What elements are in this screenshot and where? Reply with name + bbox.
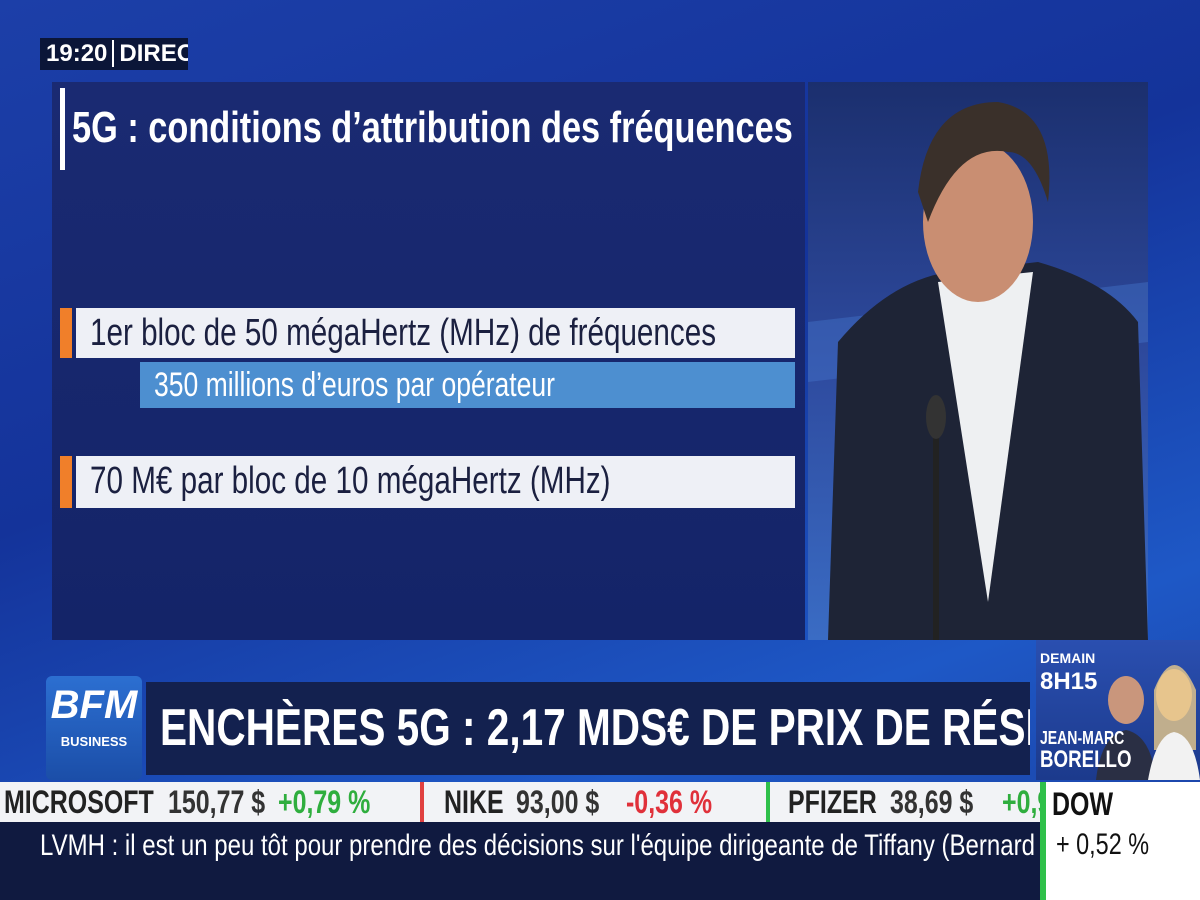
slide-title: 5G : conditions d’attribution des fréque… xyxy=(72,100,996,156)
index-name-text: DOW xyxy=(1052,786,1113,822)
item-box: 70 M€ par bloc de 10 mégaHertz (MHz) xyxy=(76,456,795,508)
headline: ENCHÈRES 5G : 2,17 MDS€ DE PRIX DE RÉSER… xyxy=(146,682,1030,775)
promo-hosts xyxy=(1096,665,1200,780)
title-accent xyxy=(60,88,65,170)
headline-text: ENCHÈRES 5G : 2,17 MDS€ DE PRIX DE RÉSER… xyxy=(160,699,1030,757)
speaker-video xyxy=(808,82,1148,640)
clock: 19:20 DIRECT xyxy=(40,38,188,70)
promo-tile: DEMAIN 8H15 JEAN-MARC BORELLO xyxy=(1036,640,1200,780)
item-text: 350 millions d’euros par opérateur xyxy=(154,366,555,404)
bullet-marker xyxy=(60,308,72,358)
separator xyxy=(766,782,770,822)
stock-price: 93,00 $ xyxy=(516,784,600,820)
stock-price: 38,69 $ xyxy=(890,784,974,820)
stock-price: 150,77 $ xyxy=(168,784,266,820)
news-text: LVMH : il est un peu tôt pour prendre de… xyxy=(40,829,1040,862)
index-box: DOW + 0,52 % xyxy=(1040,782,1200,900)
stock-name: NIKE xyxy=(444,784,504,820)
sub-item-box: 350 millions d’euros par opérateur xyxy=(140,362,795,408)
separator xyxy=(420,782,424,822)
stock-change: +0,9 xyxy=(1002,784,1040,820)
channel-logo: BFM BUSINESS xyxy=(46,676,142,780)
promo-last-name: BORELLO xyxy=(1040,746,1157,774)
time: 19:20 xyxy=(46,40,108,67)
stock-change: -0,36 % xyxy=(626,784,713,820)
item-box: 1er bloc de 50 mégaHertz (MHz) de fréque… xyxy=(76,308,795,358)
index-change-text: + 0,52 % xyxy=(1056,828,1150,861)
item-text: 70 M€ par bloc de 10 mégaHertz (MHz) xyxy=(90,460,611,502)
stock-change: +0,79 % xyxy=(278,784,371,820)
logo-sub: BUSINESS xyxy=(60,734,128,749)
promo-last-name-text: BORELLO xyxy=(1040,746,1132,773)
index-name: DOW xyxy=(1052,786,1130,823)
promo-day: DEMAIN xyxy=(1040,650,1096,666)
index-change: + 0,52 % xyxy=(1056,828,1175,862)
speaker-illustration xyxy=(808,102,1148,640)
promo-time: 8H15 xyxy=(1040,668,1098,695)
promo-first-name-text: JEAN-MARC xyxy=(1040,728,1125,748)
stock-name: MICROSOFT xyxy=(4,784,154,820)
news-crawl: LVMH : il est un peu tôt pour prendre de… xyxy=(0,822,1040,900)
item-text: 1er bloc de 50 mégaHertz (MHz) de fréque… xyxy=(90,312,717,354)
slide-title-text: 5G : conditions d’attribution des fréque… xyxy=(72,103,793,152)
stock-name: PFIZER xyxy=(788,784,877,820)
live-label: DIRECT xyxy=(119,40,188,67)
stock-ticker: MICROSOFT 150,77 $ +0,79 % NIKE 93,00 $ … xyxy=(0,782,1040,822)
promo-first-name: JEAN-MARC xyxy=(1040,728,1148,749)
slide-panel xyxy=(52,82,805,640)
logo-brand: BFM xyxy=(50,683,138,727)
bullet-marker xyxy=(60,456,72,508)
